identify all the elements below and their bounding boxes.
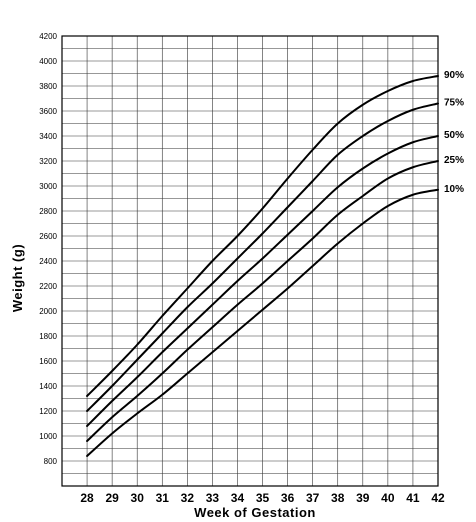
series-label-5: 10% — [444, 184, 464, 195]
y-tick-label: 1200 — [39, 407, 57, 416]
x-tick-label: 30 — [131, 491, 145, 505]
y-tick-label: 2600 — [39, 232, 57, 241]
series-line-3 — [86, 135, 439, 427]
y-tick-label: 3400 — [39, 132, 57, 141]
series-line-2 — [86, 102, 439, 412]
y-tick-label: 1000 — [39, 432, 57, 441]
series-line-1 — [86, 75, 439, 397]
x-tick-label: 42 — [431, 491, 445, 505]
x-tick-label: 39 — [356, 491, 370, 505]
grid-layer — [62, 36, 438, 486]
plot-frame — [61, 35, 439, 487]
x-tick-label: 29 — [105, 491, 119, 505]
x-tick-labels: 28 29 30 31 32 33 34 35 36 37 38 39 40 41 42 — [80, 491, 445, 505]
series-label-3: 50% — [444, 130, 464, 141]
y-tick-label: 2000 — [39, 307, 57, 316]
series-label-1: 90% — [444, 70, 464, 81]
series-label-4: 25% — [444, 155, 464, 166]
y-tick-label: 4200 — [39, 32, 57, 41]
x-tick-label: 33 — [206, 491, 220, 505]
x-tick-label: 37 — [306, 491, 320, 505]
y-axis-label: Weight (g) — [10, 244, 25, 312]
x-tick-label: 40 — [381, 491, 395, 505]
y-tick-labels: 800 1000 1200 1400 1600 1800 2000 2200 2400 2600 2… — [39, 32, 57, 466]
series-line-4 — [86, 160, 439, 442]
y-tick-label: 2400 — [39, 257, 57, 266]
x-tick-label: 35 — [256, 491, 270, 505]
x-tick-label: 31 — [156, 491, 170, 505]
y-tick-label: 3200 — [39, 157, 57, 166]
y-tick-label: 1600 — [39, 357, 57, 366]
y-tick-label: 2800 — [39, 207, 57, 216]
x-tick-label: 32 — [181, 491, 195, 505]
x-tick-label: 36 — [281, 491, 295, 505]
series-line-5 — [86, 188, 439, 457]
y-tick-label: 800 — [44, 457, 58, 466]
series-label-2: 75% — [444, 98, 464, 109]
y-tick-label: 3800 — [39, 82, 57, 91]
y-tick-label: 3600 — [39, 107, 57, 116]
y-tick-label: 1400 — [39, 382, 57, 391]
x-tick-label: 34 — [231, 491, 245, 505]
plot-border — [61, 35, 439, 487]
y-tick-label: 1800 — [39, 332, 57, 341]
y-tick-label: 3000 — [39, 182, 57, 191]
series-lines — [86, 75, 439, 457]
x-axis-label: Week of Gestation — [194, 505, 316, 520]
series-labels: 90% 75% 50% 25% 10% — [444, 70, 464, 195]
x-tick-label: 38 — [331, 491, 345, 505]
y-tick-label: 2200 — [39, 282, 57, 291]
x-tick-label: 41 — [406, 491, 420, 505]
x-tick-label: 28 — [80, 491, 94, 505]
y-tick-label: 4000 — [39, 57, 57, 66]
